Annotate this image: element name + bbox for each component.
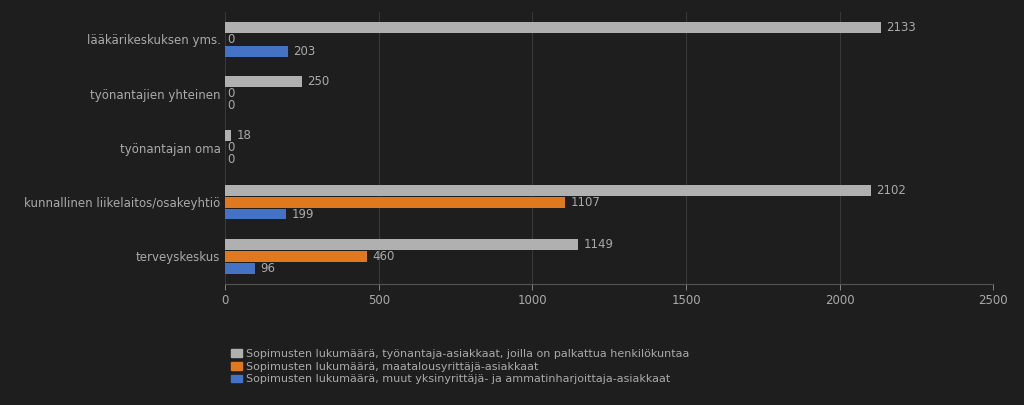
Bar	[225, 263, 255, 274]
Bar	[225, 76, 302, 87]
Text: 18: 18	[237, 129, 251, 143]
Text: 1107: 1107	[571, 196, 601, 209]
Legend: Sopimusten lukumäärä, työnantaja-asiakkaat, joilla on palkattua henkilökuntaa, S: Sopimusten lukumäärä, työnantaja-asiakka…	[230, 349, 690, 384]
Text: 0: 0	[227, 99, 236, 112]
Text: 2133: 2133	[886, 21, 915, 34]
Text: 203: 203	[293, 45, 315, 58]
Text: 1149: 1149	[584, 238, 613, 251]
Text: 0: 0	[227, 87, 236, 100]
Text: 460: 460	[372, 250, 394, 263]
Bar	[225, 209, 287, 220]
Bar	[225, 22, 881, 33]
Bar	[225, 251, 367, 262]
Text: 0: 0	[227, 153, 236, 166]
Bar	[225, 239, 579, 250]
Text: 0: 0	[227, 33, 236, 46]
Text: 2102: 2102	[877, 183, 906, 197]
Bar	[225, 185, 871, 196]
Bar	[225, 46, 288, 57]
Text: 250: 250	[307, 75, 330, 88]
Bar	[225, 130, 230, 141]
Bar	[225, 197, 565, 207]
Text: 0: 0	[227, 141, 236, 154]
Text: 199: 199	[292, 207, 314, 221]
Text: 96: 96	[260, 262, 275, 275]
